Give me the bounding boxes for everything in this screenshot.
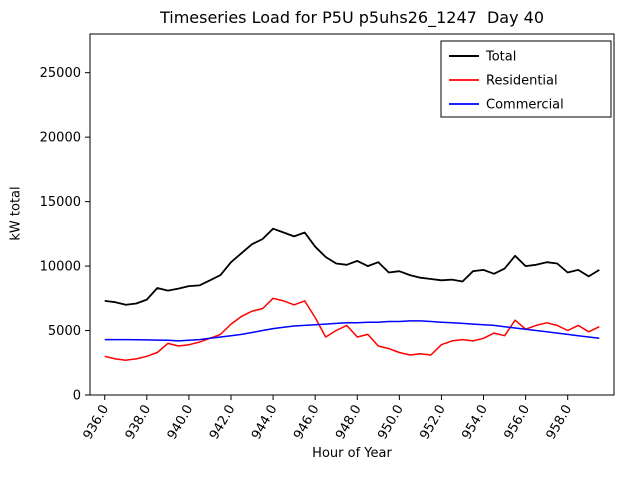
x-tick-label: 950.0 (375, 403, 407, 443)
y-tick-label: 20000 (40, 131, 81, 146)
x-axis-label: Hour of Year (312, 446, 392, 461)
series-line-commercial (104, 320, 600, 342)
y-tick-label: 25000 (40, 66, 81, 81)
x-tick-label: 954.0 (459, 403, 491, 443)
legend-label-residential: Residential (486, 74, 558, 89)
x-tick-label: 936.0 (81, 403, 113, 443)
chart-title: Timeseries Load for P5U p5uhs26_1247 Day… (159, 8, 545, 27)
x-tick-label: 938.0 (123, 403, 155, 443)
x-tick-label: 940.0 (165, 403, 197, 443)
x-tick-label: 946.0 (291, 403, 323, 443)
x-tick-label: 948.0 (333, 403, 365, 443)
x-tick-label: 952.0 (417, 403, 449, 443)
y-axis-label: kW total (8, 186, 24, 241)
x-tick-label: 956.0 (501, 403, 533, 443)
y-tick-label: 5000 (48, 324, 81, 339)
series-line-total (104, 227, 600, 306)
y-tick-label: 0 (73, 389, 81, 404)
x-tick-label: 944.0 (249, 403, 281, 443)
x-tick-label: 942.0 (207, 403, 239, 443)
axes-frame (89, 33, 615, 396)
legend-label-commercial: Commercial (486, 98, 564, 113)
x-tick-label: 958.0 (544, 403, 576, 443)
y-tick-label: 15000 (40, 195, 81, 210)
legend-box (440, 40, 612, 118)
y-tick-label: 10000 (40, 260, 81, 275)
series-line-residential (104, 297, 600, 361)
legend-label-total: Total (485, 50, 516, 65)
